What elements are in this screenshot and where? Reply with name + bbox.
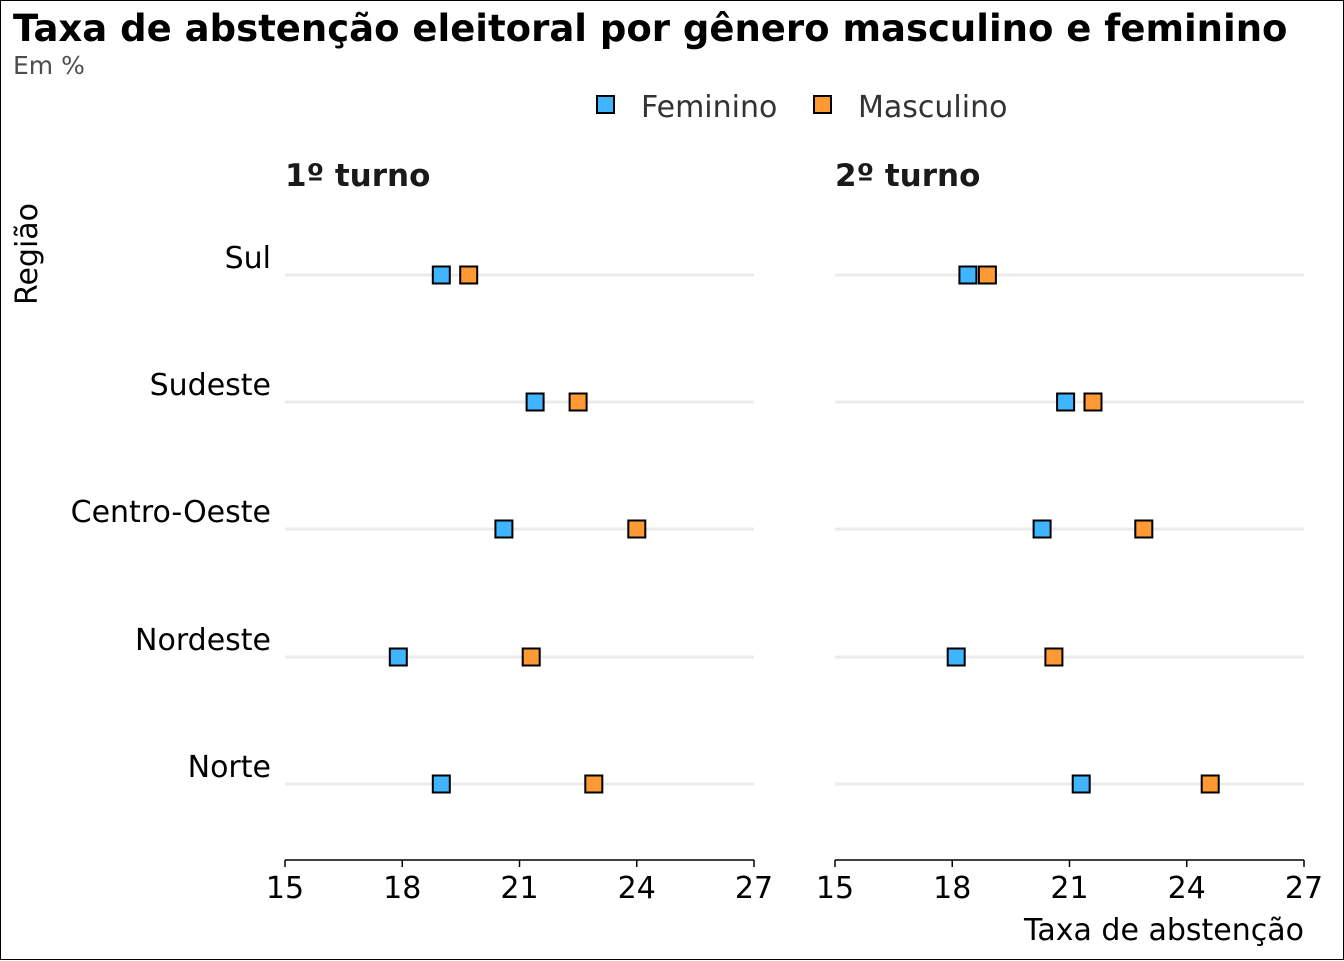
point-feminino-nordeste — [388, 647, 408, 667]
point-masculino-sudeste — [1083, 392, 1103, 412]
point-masculino-norte — [1200, 774, 1220, 794]
x-tick-label: 21 — [500, 871, 538, 906]
legend-swatch-feminino — [596, 95, 615, 114]
category-label-sul: Sul — [225, 241, 271, 276]
category-label-sudeste: Sudeste — [150, 368, 271, 403]
chart-subtitle: Em % — [13, 51, 85, 80]
x-axis-title: Taxa de abstenção — [1023, 913, 1304, 948]
x-tick-label: 15 — [266, 871, 304, 906]
point-masculino-norte — [584, 774, 604, 794]
point-masculino-nordeste — [521, 647, 541, 667]
x-tick-label: 27 — [735, 871, 773, 906]
category-label-norte: Norte — [188, 750, 271, 785]
legend-label-feminino: Feminino — [641, 90, 777, 125]
point-masculino-centro-oeste — [627, 519, 647, 539]
x-tick-label: 27 — [1285, 871, 1323, 906]
point-feminino-sul — [958, 265, 978, 285]
legend-swatch-masculino — [813, 95, 832, 114]
point-masculino-sul — [459, 265, 479, 285]
point-feminino-sudeste — [1056, 392, 1076, 412]
x-tick-label: 24 — [618, 871, 656, 906]
point-feminino-nordeste — [946, 647, 966, 667]
x-tick-label: 15 — [816, 871, 854, 906]
point-feminino-norte — [1071, 774, 1091, 794]
chart-title: Taxa de abstenção eleitoral por gênero m… — [13, 7, 1287, 50]
x-tick-label: 18 — [383, 871, 421, 906]
panel-1: 1º turno 15 18 21 24 27 — [266, 158, 773, 906]
category-label-centro-oeste: Centro-Oeste — [71, 495, 271, 530]
point-masculino-nordeste — [1044, 647, 1064, 667]
panel-title-1: 1º turno — [285, 158, 430, 194]
x-tick-label: 24 — [1168, 871, 1206, 906]
point-feminino-norte — [431, 774, 451, 794]
x-tick-label: 18 — [933, 871, 971, 906]
y-axis-title: Região — [10, 203, 45, 305]
point-feminino-centro-oeste — [494, 519, 514, 539]
panel-title-2: 2º turno — [835, 158, 980, 194]
point-masculino-centro-oeste — [1134, 519, 1154, 539]
point-feminino-centro-oeste — [1032, 519, 1052, 539]
legend: Feminino Masculino — [596, 90, 1007, 125]
point-masculino-sudeste — [568, 392, 588, 412]
point-feminino-sul — [431, 265, 451, 285]
x-tick-label: 21 — [1050, 871, 1088, 906]
category-label-nordeste: Nordeste — [135, 623, 271, 658]
point-masculino-sul — [977, 265, 997, 285]
point-feminino-sudeste — [525, 392, 545, 412]
legend-label-masculino: Masculino — [858, 90, 1007, 125]
panel-2: 2º turno 15 18 21 24 27 — [816, 158, 1323, 906]
